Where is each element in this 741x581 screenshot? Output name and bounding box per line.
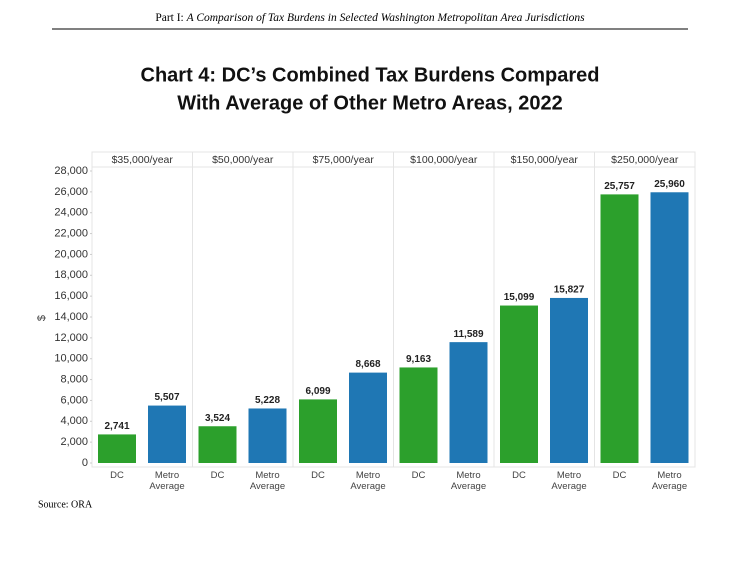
x-tick-label: Metro Average xyxy=(249,470,286,492)
panel-label: $250,000/year xyxy=(611,154,679,166)
y-tick-label: 2,000 xyxy=(60,436,88,448)
bar xyxy=(299,399,337,463)
source: Source: ORA xyxy=(38,499,93,510)
x-tick-label: DC xyxy=(311,470,325,481)
bar xyxy=(600,194,639,463)
y-tick-label: 24,000 xyxy=(54,207,88,219)
bar xyxy=(500,305,538,463)
y-tick-label: 26,000 xyxy=(54,186,88,198)
value-label: 25,757 xyxy=(604,181,635,192)
value-label: 5,507 xyxy=(154,392,179,403)
y-tick-label: 10,000 xyxy=(54,353,88,365)
x-tick-label: DC xyxy=(110,470,124,481)
bar xyxy=(399,367,438,463)
bar xyxy=(248,408,287,463)
value-label: 8,668 xyxy=(355,359,380,370)
x-tick-label: DC xyxy=(512,470,526,481)
y-tick-label: 28,000 xyxy=(54,165,88,177)
x-tick-label: Metro Average xyxy=(651,470,688,492)
y-tick-label: 4,000 xyxy=(60,415,88,427)
value-label: 6,099 xyxy=(305,386,330,397)
x-tick-label: Metro Average xyxy=(350,470,386,492)
bar xyxy=(449,342,488,463)
header-part: Part I: xyxy=(155,12,183,24)
value-label: 2,741 xyxy=(104,421,129,432)
y-tick-label: 0 xyxy=(82,457,88,469)
x-tick-label: Metro Average xyxy=(450,470,487,492)
page-header: Part I: A Comparison of Tax Burdens in S… xyxy=(155,12,585,24)
bar xyxy=(349,372,387,463)
bar xyxy=(550,297,588,463)
y-tick-label: 14,000 xyxy=(54,311,88,323)
panel-label: $100,000/year xyxy=(410,154,478,166)
y-tick-label: 18,000 xyxy=(54,269,88,281)
chart-title: With Average of Other Metro Areas, 2022 xyxy=(177,92,563,114)
value-label: 11,589 xyxy=(453,329,483,340)
chart-title: Chart 4: DC’s Combined Tax Burdens Compa… xyxy=(141,64,600,86)
panel-label: $50,000/year xyxy=(212,154,274,166)
value-label: 9,163 xyxy=(406,354,431,365)
panel-label: $150,000/year xyxy=(511,154,579,166)
y-tick-label: 20,000 xyxy=(54,248,88,260)
bar xyxy=(198,426,237,463)
x-tick-label: Metro Average xyxy=(149,470,185,492)
y-axis-label: $ xyxy=(36,315,48,321)
value-label: 25,960 xyxy=(654,179,685,190)
y-tick-label: 6,000 xyxy=(60,394,88,406)
bar xyxy=(98,434,136,463)
panel-label: $35,000/year xyxy=(112,154,174,166)
value-label: 15,099 xyxy=(504,292,535,303)
bar xyxy=(650,192,689,463)
y-tick-label: 12,000 xyxy=(54,332,88,344)
value-label: 3,524 xyxy=(205,413,230,424)
y-tick-label: 8,000 xyxy=(60,373,88,385)
header-subtitle: A Comparison of Tax Burdens in Selected … xyxy=(186,12,586,24)
value-label: 15,827 xyxy=(554,285,585,296)
x-tick-label: DC xyxy=(612,470,627,481)
x-tick-label: DC xyxy=(210,470,225,481)
value-label: 5,228 xyxy=(255,395,280,406)
x-tick-label: DC xyxy=(411,470,426,481)
x-tick-label: Metro Average xyxy=(551,470,587,492)
bar xyxy=(148,405,186,463)
y-tick-label: 22,000 xyxy=(54,227,88,239)
panel-label: $75,000/year xyxy=(313,154,375,166)
y-tick-label: 16,000 xyxy=(54,290,88,302)
